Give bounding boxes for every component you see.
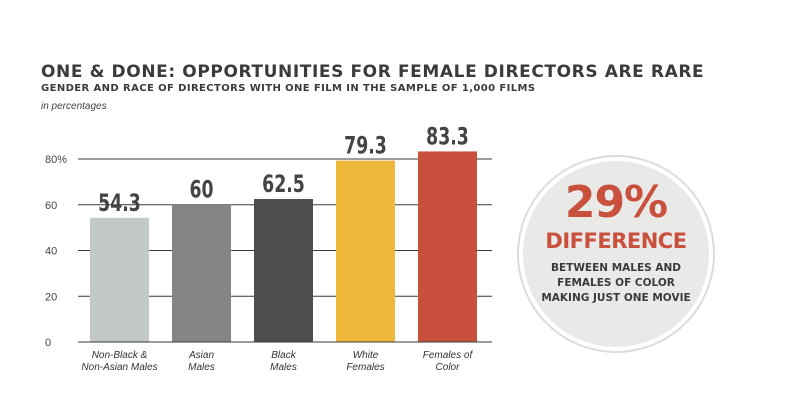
- data-label: 62.5: [262, 170, 305, 198]
- callout-ring: [517, 155, 715, 353]
- x-tick-label: White: [353, 350, 379, 361]
- callout-disc: [523, 161, 709, 347]
- bar: [254, 199, 313, 342]
- bar: [90, 217, 149, 342]
- x-tick-label: Females of: [423, 350, 474, 361]
- callout-value: 29%: [564, 177, 668, 228]
- callout-description: BETWEEN MALES AND FEMALES OF COLOR MAKIN…: [541, 262, 691, 304]
- data-label: 60: [189, 176, 213, 204]
- callout-label: DIFFERENCE: [545, 229, 687, 253]
- y-tick-label: 40: [45, 246, 57, 258]
- y-tick-label: 20: [45, 291, 57, 303]
- x-tick-label: Black: [271, 350, 296, 361]
- x-tick-label: Non-Black &: [92, 350, 148, 361]
- data-label: 79.3: [344, 132, 387, 160]
- bar: [172, 204, 231, 342]
- y-tick-label: 60: [45, 200, 57, 212]
- y-tick-label: 0: [45, 337, 51, 349]
- x-tick-label: Non-Asian Males: [81, 362, 157, 373]
- difference-callout: 29% DIFFERENCE BETWEEN MALES AND FEMALES…: [517, 155, 715, 353]
- x-tick-label: Males: [270, 362, 297, 373]
- y-tick-label: 80%: [45, 154, 67, 166]
- x-tick-label: Asian: [188, 350, 214, 361]
- x-tick-label: Males: [188, 362, 215, 373]
- x-tick-label: Females: [346, 362, 384, 373]
- data-label: 83.3: [426, 123, 469, 151]
- bar: [336, 160, 395, 342]
- bar: [418, 151, 477, 342]
- chart-title: ONE & DONE: OPPORTUNITIES FOR FEMALE DIR…: [41, 62, 705, 82]
- chart-subtitle: GENDER AND RACE OF DIRECTORS WITH ONE FI…: [41, 83, 536, 94]
- data-label: 54.3: [98, 189, 141, 217]
- x-tick-label: Color: [436, 362, 461, 373]
- unit-note: in percentages: [41, 101, 107, 112]
